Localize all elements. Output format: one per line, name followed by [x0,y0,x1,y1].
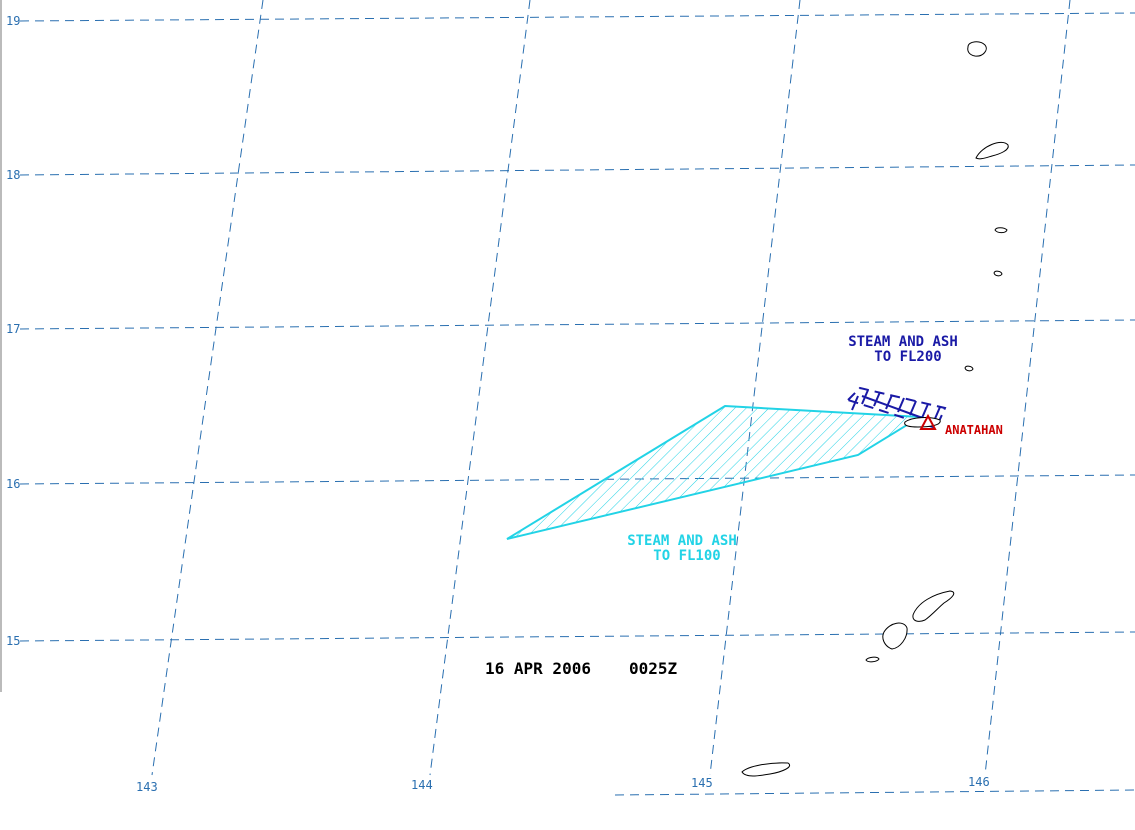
lon-label-144: 144 [411,778,433,792]
lat-line-17 [19,319,1135,330]
plume-fl200-axis [861,395,929,421]
plume-fl100-label-line2: TO FL100 [653,548,720,564]
island-saipan [912,590,955,622]
island-tinian [882,622,908,650]
longitude-grid [151,0,1071,776]
lat-label-17: 17 [6,322,20,336]
lat-label-16: 16 [6,477,20,491]
lat-line-15 [19,631,1135,642]
lon-line-143 [151,0,264,776]
lat-line-16 [19,474,1135,485]
lon-label-145: 145 [691,776,713,790]
plume-fl200-tick [851,395,859,411]
plume-fl200-tick [909,400,917,416]
plume-fl200-tick [897,397,905,413]
plume-fl100-label-line1: STEAM AND ASH [627,533,737,549]
plume-fl200-label-line2: TO FL200 [874,349,941,365]
plume-fl200-tick [873,391,881,407]
island-farallon [967,41,987,57]
date-label: 16 APR 2006 [485,659,591,678]
plume-fl200-outline [846,386,947,430]
lat-label-18: 18 [6,168,20,182]
plume-fl100 [506,404,924,540]
island-rota [741,762,790,777]
latitude-labels: 19 18 17 16 15 [6,14,20,648]
lat-line-18 [19,164,1135,176]
latitude-grid [19,12,1135,796]
lat-line-19 [19,12,1135,22]
island-aguijan [865,656,880,663]
plume-fl200-tick [921,403,929,419]
lon-label-146: 146 [968,775,990,789]
lat-label-19: 19 [6,14,20,28]
plume-fl200-tick [861,389,869,405]
lon-line-145 [709,0,801,776]
island-sarigan [964,365,974,372]
plume-fl200-label-line1: STEAM AND ASH [848,334,958,350]
plume-fl100-area [506,404,924,540]
lon-line-146 [984,0,1071,776]
island-guguan [993,270,1003,277]
time-label: 0025Z [629,659,678,678]
island-alamagan [994,227,1008,234]
islands [741,41,1009,777]
lon-label-143: 143 [136,780,158,794]
longitude-labels: 143 144 145 146 [136,775,990,794]
volcano-anatahan: ANATAHAN [904,413,1003,437]
island-pagan [975,141,1009,160]
island-anatahan [904,417,941,428]
lat-label-15: 15 [6,634,20,648]
lat-line-bottom [614,789,1135,796]
plume-fl200-tick [885,394,893,410]
volcano-name-label: ANATAHAN [945,423,1003,437]
volcano-triangle-icon [919,413,937,430]
lon-line-144 [429,0,531,776]
